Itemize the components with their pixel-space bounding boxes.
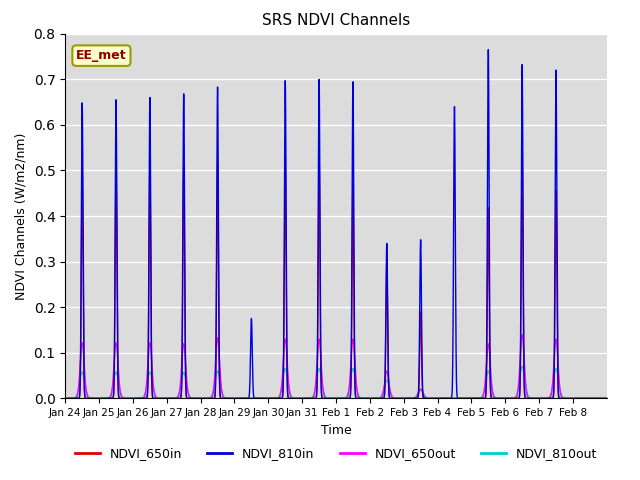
NDVI_810in [484, 47, 492, 52]
NDVI_810out [603, 396, 611, 401]
NDVI_650out [61, 396, 69, 401]
Line: NDVI_650out: NDVI_650out [65, 335, 607, 398]
NDVI_650in [246, 396, 254, 401]
NDVI_810out [61, 396, 69, 401]
NDVI_810in [89, 396, 97, 401]
NDVI_810out [463, 396, 470, 401]
NDVI_650out [406, 396, 413, 401]
Text: EE_met: EE_met [76, 49, 127, 62]
NDVI_810in [406, 396, 413, 401]
NDVI_650in [89, 396, 97, 401]
NDVI_810out [406, 396, 413, 401]
NDVI_810in [603, 396, 611, 401]
NDVI_810in [463, 396, 470, 401]
NDVI_810in [585, 396, 593, 401]
NDVI_650out [257, 396, 265, 401]
NDVI_810out [257, 396, 265, 401]
NDVI_650in [463, 396, 470, 401]
NDVI_650out [463, 396, 470, 401]
Title: SRS NDVI Channels: SRS NDVI Channels [262, 13, 410, 28]
Line: NDVI_810out: NDVI_810out [65, 367, 607, 398]
Legend: NDVI_650in, NDVI_810in, NDVI_650out, NDVI_810out: NDVI_650in, NDVI_810in, NDVI_650out, NDV… [70, 442, 602, 465]
NDVI_650in [406, 396, 413, 401]
Y-axis label: NDVI Channels (W/m2/nm): NDVI Channels (W/m2/nm) [15, 132, 28, 300]
NDVI_810out [492, 395, 499, 401]
Line: NDVI_810in: NDVI_810in [65, 49, 607, 398]
NDVI_810in [61, 396, 69, 401]
NDVI_810out [518, 364, 526, 370]
X-axis label: Time: Time [321, 424, 351, 437]
NDVI_650in [492, 396, 499, 401]
NDVI_810in [257, 396, 265, 401]
NDVI_650in [603, 396, 611, 401]
Line: NDVI_650in: NDVI_650in [65, 148, 607, 398]
NDVI_810in [382, 330, 390, 336]
NDVI_810out [382, 379, 390, 384]
NDVI_810out [89, 396, 97, 401]
NDVI_650in [61, 396, 69, 401]
NDVI_650in [382, 332, 390, 337]
NDVI_650in [518, 145, 526, 151]
NDVI_650out [89, 396, 97, 401]
NDVI_650in [257, 396, 265, 401]
NDVI_650out [518, 332, 526, 337]
NDVI_650out [492, 396, 499, 401]
NDVI_810in [492, 396, 499, 401]
NDVI_650out [603, 396, 611, 401]
NDVI_650out [382, 372, 390, 378]
